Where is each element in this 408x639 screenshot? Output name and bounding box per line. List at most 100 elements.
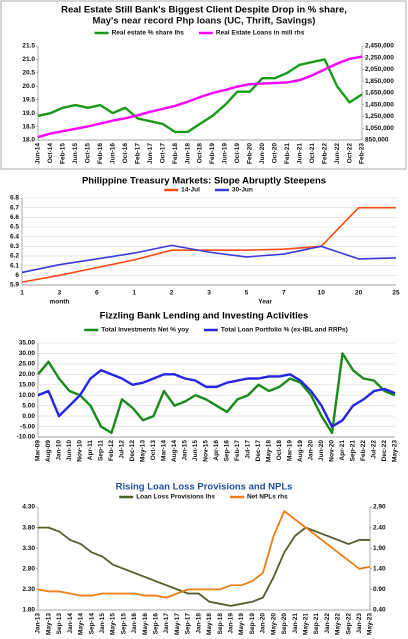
x-tick-label: Sep-18 (217, 613, 224, 635)
y2-tick-label: 2,250,000 (365, 54, 394, 61)
x-tick-label: May-17 (174, 613, 181, 635)
x-tick-label: Nov-20 (329, 440, 336, 462)
series-line (37, 55, 363, 139)
x-tick-label: Jun-22 (334, 143, 341, 164)
y-tick-label: 6.7 (10, 204, 19, 211)
y-tick-label: 6.1 (10, 262, 19, 269)
legend-label: 30-Jun (232, 187, 253, 194)
x-tick-label: Oct-15 (85, 143, 92, 164)
y-tick-label: 21.0 (22, 56, 35, 63)
y2-tick-label: 850,000 (365, 137, 389, 144)
x-tick-label: Oct-18 (197, 143, 204, 164)
x-tick-label: Oct-22 (346, 143, 353, 164)
x-tick-label: May-21 (302, 613, 309, 635)
x-tick-label: Jan-15 (99, 613, 106, 634)
x-tick-label: May-20 (270, 613, 277, 635)
x-tick-label: Sep-16 (153, 613, 160, 635)
x-tick-label: Oct-20 (271, 143, 278, 164)
chart-title: Philippine Treasury Markets: Slope Abrup… (82, 176, 326, 187)
x-tick-label: 3 (207, 290, 211, 297)
series-line (37, 510, 371, 599)
y-tick-label: 18.5 (22, 123, 35, 130)
y2-tick-label: 1,450,000 (365, 101, 394, 108)
chart-title: Rising Loan Loss Provisions and NPLs (116, 482, 293, 493)
x-tick-label: Sep-21 (350, 440, 357, 462)
x-tick-label: Feb-16 (97, 143, 104, 164)
chart-title: Real Estate Still Bank's Biggest Client … (61, 5, 347, 16)
x-tick-label: Jun-18 (184, 143, 191, 164)
x-tick-label: May-13 (45, 613, 52, 635)
y-tick-label: 30.00 (19, 350, 36, 357)
y-tick-label: 21.5 (22, 43, 35, 50)
x-tick-label: Jun-20 (259, 143, 266, 164)
x-tick-label: Mar-14 (161, 440, 168, 461)
x-tick-label: 7 (282, 290, 286, 297)
x-tick-label: Jan-10 (56, 440, 63, 461)
x-tick-label: Jan-13 (35, 613, 42, 634)
x-tick-label: Feb-20 (247, 143, 254, 164)
x-tick-label: Jan-20 (308, 440, 315, 461)
series-line (38, 526, 370, 607)
x-tick-label: Dec-17 (255, 440, 262, 462)
x-tick-label: May-23 (392, 440, 399, 462)
legend-label: Total Investments Net % yoy (101, 327, 189, 334)
x-tick-label: Sep-11 (98, 440, 105, 461)
x-tick-label: Jun-16 (109, 143, 116, 164)
x-tick-label: Oct-14 (47, 143, 54, 164)
legend-label: Real estate % share lhs (112, 30, 185, 37)
x-tick-label: Sep-20 (281, 613, 288, 635)
x-group-label: Year (258, 299, 272, 306)
x-tick-label: Jul-22 (371, 440, 378, 459)
y2-tick-label: 1,250,000 (365, 113, 394, 120)
x-tick-label: May-14 (78, 613, 85, 635)
y-tick-label: 6.4 (10, 233, 19, 240)
x-tick-label: Dec-12 (129, 440, 136, 462)
y-tick-label: 35.00 (19, 340, 36, 347)
x-tick-label: Oct-13 (150, 440, 157, 461)
y2-tick-label: 1,050,000 (365, 125, 394, 132)
y-tick-label: 3.30 (22, 545, 35, 552)
x-tick-label: Jan-14 (67, 613, 74, 634)
series-line (21, 206, 396, 283)
x-tick-label: Feb-15 (60, 143, 67, 164)
y-tick-label: 4.30 (22, 504, 35, 511)
x-tick-label: Apr-11 (87, 440, 94, 461)
y-tick-label: 0.00 (22, 413, 35, 420)
y-tick-label: 6.2 (10, 253, 19, 260)
x-tick-label: Jun-15 (72, 143, 79, 164)
x-tick-label: Jan-23 (356, 613, 363, 634)
x-tick-label: Feb-22 (321, 143, 328, 164)
x-tick-label: Jun-10 (66, 440, 73, 461)
x-tick-label: Sep-13 (56, 613, 63, 635)
x-tick-label: Sep-14 (88, 613, 95, 635)
series-line (37, 368, 396, 428)
x-tick-label: May-23 (367, 613, 374, 635)
y2-tick-label: 0.90 (373, 586, 386, 593)
y-tick-label: 6.8 (10, 195, 19, 202)
y-tick-label: 2.80 (22, 566, 35, 573)
y-tick-label: -10.00 (17, 434, 36, 441)
x-tick-label: May-13 (140, 440, 147, 462)
y2-tick-label: 1.40 (373, 566, 386, 573)
x-tick-label: Jul-12 (119, 440, 126, 459)
y-tick-label: 25.00 (19, 361, 36, 368)
x-tick-label: Jan-17 (163, 613, 170, 634)
x-tick-label: Feb-12 (108, 440, 115, 461)
x-tick-label: Feb-21 (284, 143, 291, 164)
y-tick-label: 3.80 (22, 524, 35, 531)
x-tick-label: Oct-17 (159, 143, 166, 164)
chart-subtitle: May's near record Php loans (UC, Thrift,… (93, 16, 316, 27)
x-tick-label: Jan-16 (131, 613, 138, 634)
legend-label: Loan Loss Provisions lhs (136, 494, 215, 501)
y2-tick-label: 1,650,000 (365, 90, 394, 97)
x-tick-label: Jan-22 (324, 613, 331, 634)
x-tick-label: Jan-20 (260, 613, 267, 634)
y2-tick-label: 1.90 (373, 545, 386, 552)
series-line (21, 244, 397, 274)
x-tick-label: Aug-19 (297, 440, 304, 462)
y-tick-label: 19.0 (22, 110, 35, 117)
x-tick-label: May-16 (142, 613, 149, 635)
x-tick-label: Feb-19 (209, 143, 216, 164)
x-tick-label: Jan-18 (195, 613, 202, 634)
